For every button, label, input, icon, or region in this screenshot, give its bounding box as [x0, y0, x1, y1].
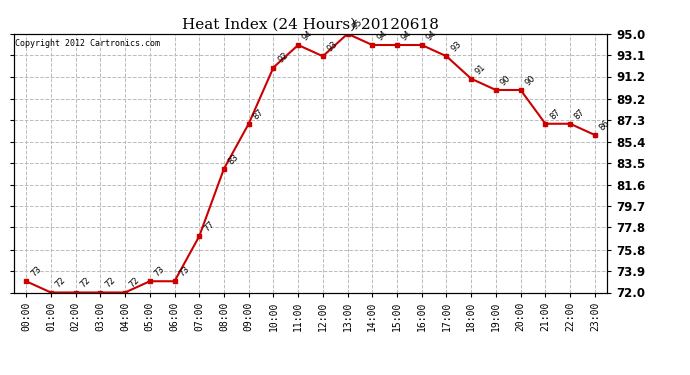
Text: 94: 94 [301, 28, 315, 42]
Text: 92: 92 [276, 51, 290, 65]
Text: 72: 72 [128, 276, 141, 290]
Text: 94: 94 [424, 28, 438, 42]
Text: 72: 72 [79, 276, 92, 290]
Text: 87: 87 [251, 107, 266, 121]
Text: 83: 83 [227, 152, 241, 166]
Text: 93: 93 [449, 40, 463, 54]
Text: 87: 87 [548, 107, 562, 121]
Text: 95: 95 [351, 17, 364, 31]
Text: 87: 87 [573, 107, 587, 121]
Text: 72: 72 [103, 276, 117, 290]
Text: 93: 93 [326, 40, 339, 54]
Text: 77: 77 [202, 219, 216, 234]
Text: 94: 94 [400, 28, 413, 42]
Title: Heat Index (24 Hours) 20120618: Heat Index (24 Hours) 20120618 [182, 17, 439, 31]
Text: 73: 73 [152, 264, 166, 279]
Text: 72: 72 [54, 276, 68, 290]
Text: 94: 94 [375, 28, 389, 42]
Text: 91: 91 [474, 62, 488, 76]
Text: Copyright 2012 Cartronics.com: Copyright 2012 Cartronics.com [15, 39, 160, 48]
Text: 73: 73 [29, 264, 43, 279]
Text: 90: 90 [499, 74, 513, 87]
Text: 73: 73 [177, 264, 191, 279]
Text: 86: 86 [598, 118, 611, 132]
Text: 90: 90 [524, 74, 538, 87]
